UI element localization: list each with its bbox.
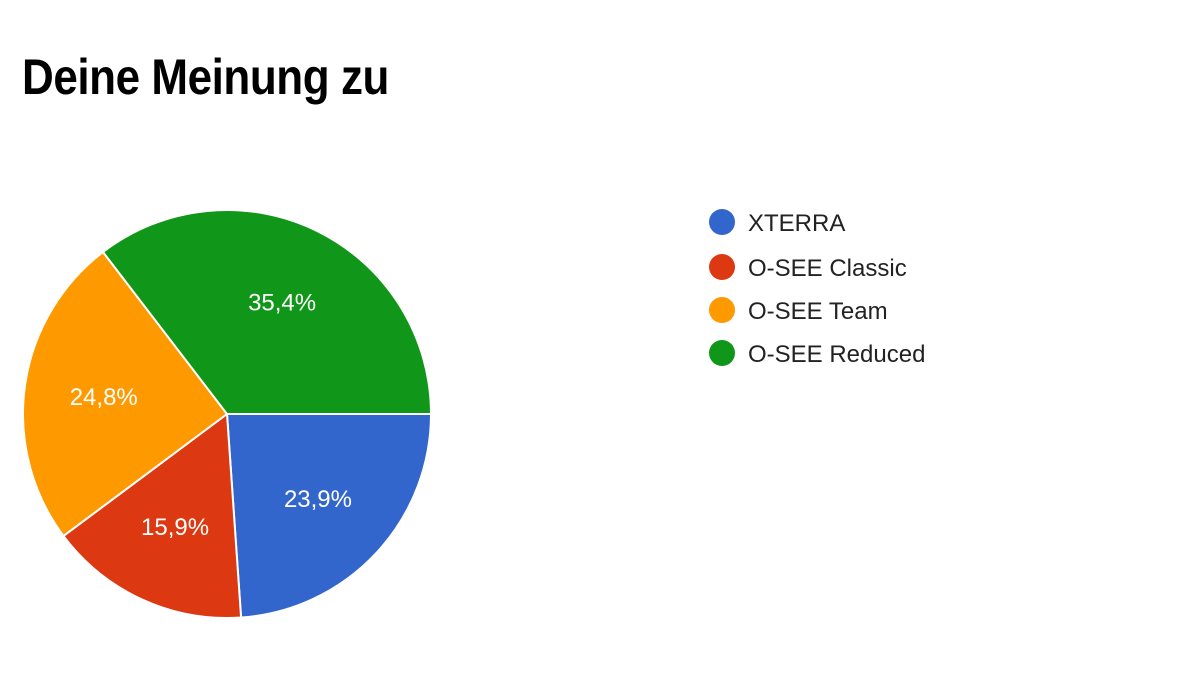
- legend-label-1: O-SEE Classic: [748, 255, 907, 282]
- legend-marker-1: [709, 254, 735, 280]
- pie-slice-1: [62, 412, 243, 619]
- pie-slice-0: [225, 413, 433, 619]
- legend-marker-2: [709, 297, 735, 323]
- legend-marker-3: [709, 340, 735, 366]
- slice-label-0: 23,9%: [284, 486, 352, 513]
- slice-label-3: 35,4%: [248, 289, 316, 316]
- legend-label-0: XTERRA: [748, 210, 845, 237]
- pie-slice-2: [22, 250, 229, 538]
- pie-slice-3: [101, 209, 433, 415]
- legend-label-3: O-SEE Reduced: [748, 341, 925, 368]
- legend-marker-0: [709, 209, 735, 235]
- legend-label-2: O-SEE Team: [748, 298, 888, 325]
- slice-label-1: 15,9%: [141, 514, 209, 541]
- chart-title: Deine Meinung zu: [22, 49, 389, 105]
- slice-label-2: 24,8%: [70, 384, 138, 411]
